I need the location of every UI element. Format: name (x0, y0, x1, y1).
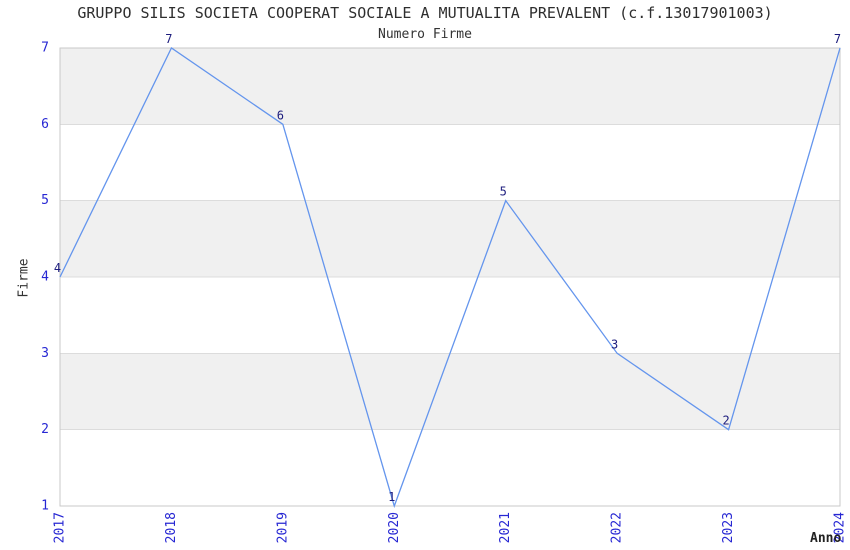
chart-title: GRUPPO SILIS SOCIETA COOPERAT SOCIALE A … (77, 4, 773, 22)
background-band (60, 429, 840, 506)
x-tick-label: 2020 (387, 512, 402, 543)
x-tick-label: 2022 (610, 512, 625, 543)
background-band (60, 48, 840, 125)
y-tick-label: 6 (41, 117, 49, 132)
y-tick-label: 5 (41, 193, 49, 208)
x-tick-label: 2023 (721, 512, 736, 543)
point-value-label: 2 (722, 414, 729, 428)
point-value-label: 5 (500, 185, 507, 199)
background-band (60, 200, 840, 277)
x-axis-label: Anno (810, 531, 842, 546)
y-tick-label: 1 (41, 499, 49, 514)
y-tick-label: 3 (41, 346, 49, 361)
point-value-label: 6 (277, 108, 284, 122)
background-band (60, 124, 840, 201)
x-tick-label: 2019 (275, 512, 290, 543)
point-value-label: 1 (388, 490, 395, 504)
x-tick-label: 2021 (498, 512, 513, 543)
x-tick-label: 2024 (833, 512, 848, 543)
y-tick-label: 7 (41, 41, 49, 56)
data-line (59, 47, 841, 509)
chart-subtitle: Numero Firme (378, 27, 472, 42)
point-value-label: 4 (54, 261, 61, 275)
point-value-label: 3 (611, 337, 618, 351)
point-value-label: 7 (165, 32, 172, 46)
x-tick-label: 2018 (164, 512, 179, 543)
y-tick-label: 2 (41, 422, 49, 437)
background-band (60, 277, 840, 354)
point-value-label: 7 (834, 32, 841, 46)
x-tick-label: 2017 (53, 512, 68, 543)
y-tick-label: 4 (41, 270, 49, 285)
